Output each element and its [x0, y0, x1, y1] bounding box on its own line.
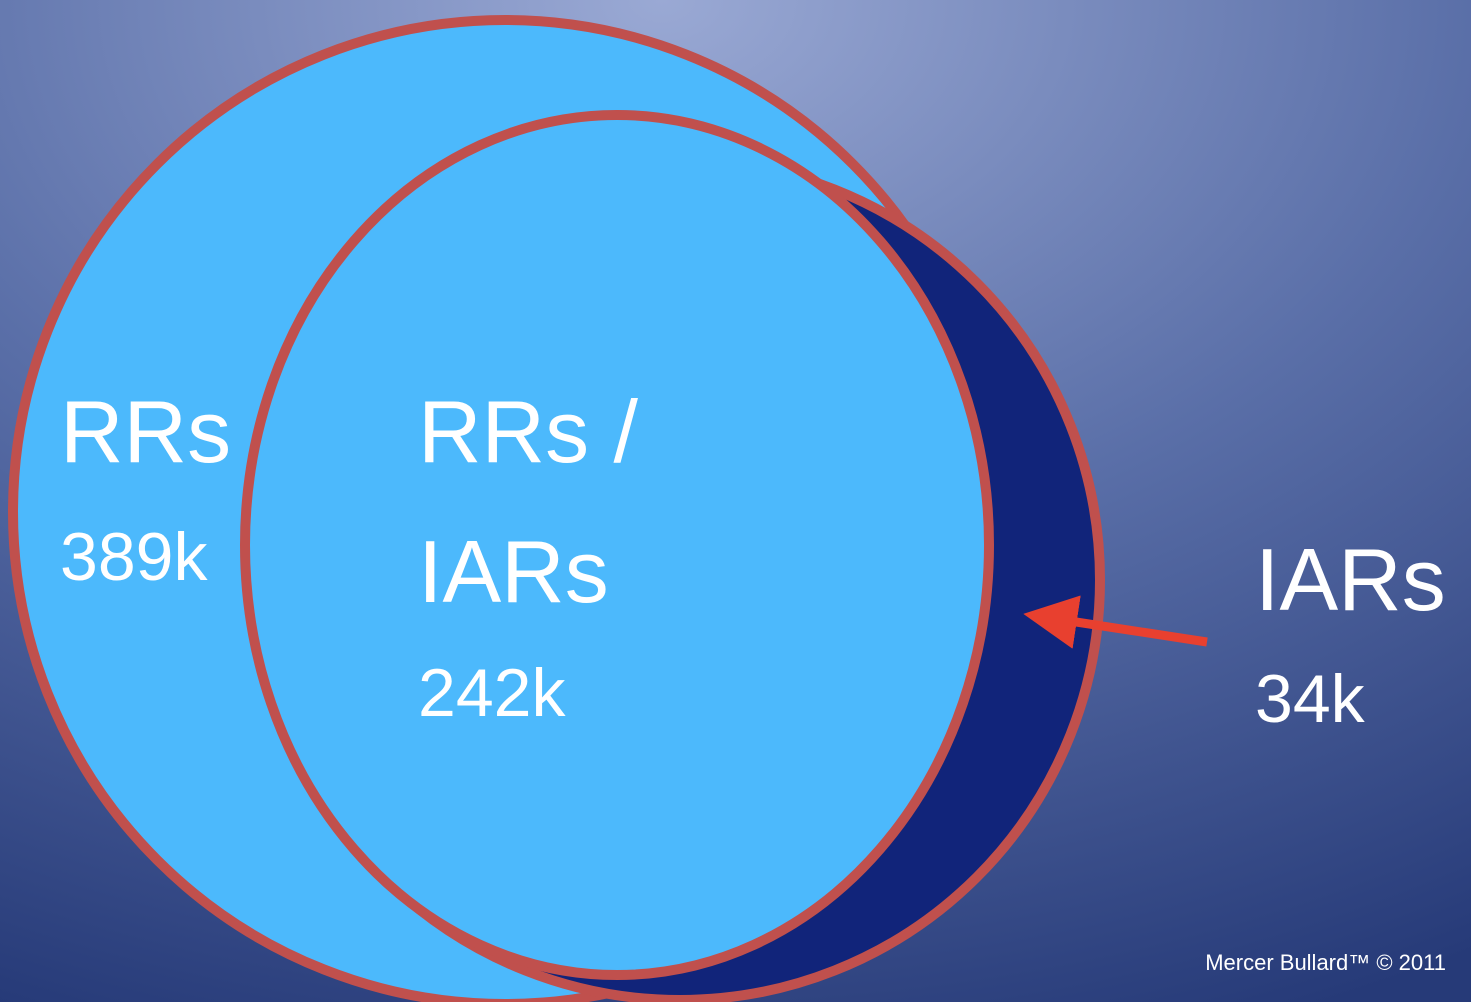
- region-count: 34k: [1255, 661, 1366, 737]
- region-count: 389k: [60, 519, 208, 595]
- overlap-region: [240, 110, 994, 980]
- region-count: 242k: [418, 655, 566, 731]
- arrow: [1023, 595, 1208, 649]
- region-label: RRs: [60, 382, 231, 481]
- footer: Mercer Bullard™ © 2011: [1205, 950, 1446, 975]
- region-label: IARs: [1255, 530, 1446, 629]
- region-label: RRs /: [418, 382, 639, 481]
- region-label: IARs: [418, 522, 609, 621]
